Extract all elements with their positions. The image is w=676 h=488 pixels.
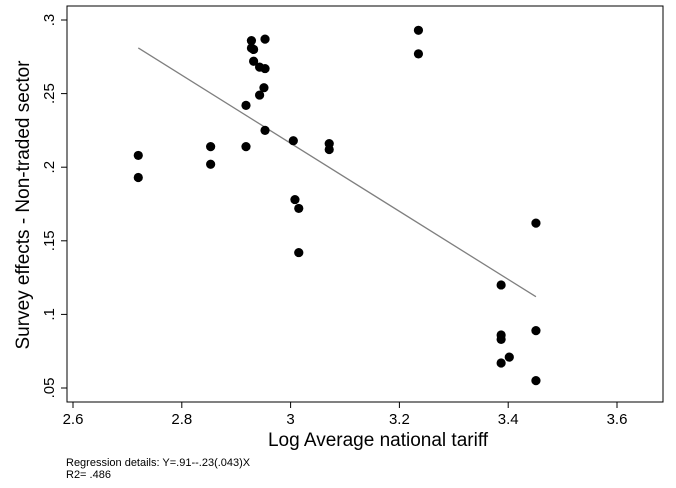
data-point: [413, 49, 424, 59]
data-point: [496, 358, 506, 368]
y-tick-label: .3: [41, 14, 58, 27]
data-point: [260, 63, 270, 74]
data-point: [413, 25, 424, 35]
y-tick-label: .2: [41, 161, 58, 174]
r-squared-note: R2= .486: [66, 469, 111, 481]
data-point: [324, 144, 334, 155]
data-point: [133, 172, 143, 183]
x-axis: 2.6 2.8 3 3.2 3.4 3.6: [63, 402, 628, 428]
regression-line: [137, 47, 537, 298]
y-tick-label: .25: [41, 83, 58, 104]
data-point: [531, 376, 541, 386]
data-points: [133, 25, 541, 386]
data-point: [531, 218, 541, 228]
data-point: [294, 247, 304, 258]
y-tick-label: .1: [41, 308, 58, 321]
data-point: [294, 203, 304, 214]
data-point: [206, 159, 216, 169]
data-point: [504, 352, 514, 362]
data-point: [246, 36, 257, 46]
data-point: [496, 334, 506, 345]
x-tick-label: 3.4: [498, 411, 519, 428]
data-point: [496, 280, 506, 290]
x-tick-label: 2.8: [171, 411, 192, 428]
data-point: [206, 141, 216, 152]
x-axis-title: Log Average national tariff: [268, 430, 489, 451]
y-axis-title: Survey effects - Non-traded sector: [13, 60, 34, 350]
regression-note: Regression details: Y=.91--.23(.043)X: [66, 457, 251, 469]
x-tick-label: 2.6: [63, 411, 84, 428]
y-tick-label: .05: [41, 378, 58, 399]
data-point: [241, 141, 251, 152]
data-point: [241, 100, 251, 110]
x-tick-label: 3.6: [607, 411, 628, 428]
y-axis: .05 .1 .15 .2 .25 .3: [41, 14, 67, 399]
x-tick-label: 3: [286, 411, 294, 428]
plot-frame: [66, 5, 664, 403]
data-point: [288, 136, 298, 146]
x-tick-label: 3.2: [389, 411, 410, 428]
data-point: [259, 83, 269, 93]
data-point: [260, 125, 270, 135]
data-point: [290, 194, 300, 205]
data-point: [249, 44, 259, 55]
data-point: [249, 56, 259, 66]
data-point: [133, 150, 143, 161]
fit-line-group: [137, 47, 537, 298]
y-tick-label: .15: [41, 230, 58, 251]
data-point: [260, 34, 270, 44]
data-point: [254, 90, 265, 100]
data-point: [531, 325, 541, 336]
